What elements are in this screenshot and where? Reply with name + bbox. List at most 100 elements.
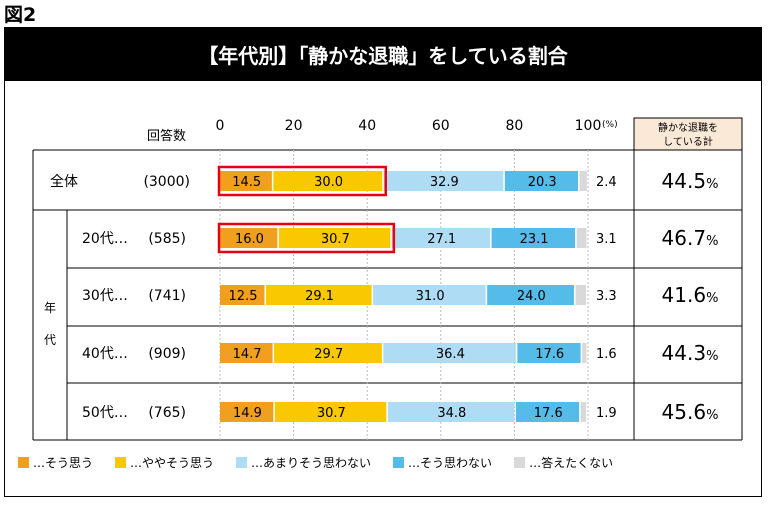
- row-total: 46.7%: [662, 226, 719, 250]
- legend-swatch: [18, 457, 29, 468]
- row-label: 40代…: [82, 346, 128, 362]
- data-label: 23.1: [520, 232, 549, 247]
- data-label: 17.6: [535, 347, 564, 362]
- data-label: 29.1: [305, 289, 334, 304]
- chart-title: 【年代別】「静かな退職」をしている割合: [198, 43, 568, 68]
- tick-label: 100: [575, 118, 602, 134]
- data-label: 3.1: [596, 232, 617, 247]
- row-total-value: 44.5: [662, 169, 707, 193]
- row-total-value: 46.7: [662, 226, 707, 250]
- legend: …そう思う …ややそう思う …あまりそう思わない …そう思わない …答えたくない: [18, 454, 635, 471]
- bar-segment: [220, 285, 265, 305]
- bar-segment: [387, 402, 515, 422]
- highlight-box: [217, 165, 388, 197]
- bar-segment: [266, 285, 372, 305]
- row-total: 41.6%: [662, 283, 719, 307]
- row-count: (741): [148, 288, 186, 304]
- bar-segment: [487, 285, 574, 305]
- row-total-value: 45.6: [662, 400, 707, 424]
- tick-label: 80: [505, 118, 523, 134]
- data-label: 14.7: [233, 347, 262, 362]
- bar-segment: [220, 171, 272, 191]
- bar-segment: [580, 402, 587, 422]
- data-label: 1.6: [596, 347, 617, 362]
- legend-swatch: [236, 457, 248, 468]
- bar-segment: [517, 343, 581, 363]
- data-label: 16.0: [235, 232, 264, 247]
- data-label: 30.0: [314, 175, 343, 190]
- bar-segment: [491, 228, 576, 248]
- row-count: (585): [148, 231, 186, 247]
- row-total-unit: %: [706, 291, 718, 306]
- data-label: 29.7: [314, 347, 343, 362]
- tick-label: 20: [285, 118, 303, 134]
- chart-title-bar: 【年代別】「静かな退職」をしている割合: [4, 27, 762, 81]
- row-total: 45.6%: [662, 400, 719, 424]
- count-header: 回答数: [147, 129, 187, 144]
- legend-label: …答えたくない: [529, 456, 614, 470]
- bar-segment: [278, 228, 391, 248]
- data-label: 14.9: [233, 406, 262, 421]
- legend-item: …ややそう思う: [115, 454, 214, 471]
- bar-segment: [220, 343, 273, 363]
- data-label: 31.0: [416, 289, 445, 304]
- legend-label: …ややそう思う: [130, 456, 215, 470]
- legend-swatch: [115, 457, 127, 468]
- highlight-box: [217, 222, 396, 254]
- legend-item: …そう思わない: [393, 454, 492, 471]
- tick-label: 60: [432, 118, 450, 134]
- total-header-line2: している計: [663, 135, 713, 148]
- row-total-value: 44.3: [662, 341, 707, 365]
- legend-label: …そう思わない: [408, 456, 493, 470]
- row-total-unit: %: [706, 177, 718, 192]
- tick-label: 0: [216, 118, 225, 134]
- data-label: 36.4: [436, 347, 465, 362]
- row-label: 全体: [50, 173, 78, 190]
- total-header-line1: 静かな退職を: [658, 121, 718, 134]
- data-label: 14.5: [232, 175, 261, 190]
- data-label: 12.5: [229, 289, 258, 304]
- legend-item: …そう思う: [18, 454, 93, 471]
- bar-segment: [504, 171, 579, 191]
- row-label: 20代…: [82, 231, 128, 247]
- bar-segment: [274, 402, 387, 422]
- bar-segment: [582, 343, 587, 363]
- bar-segment: [373, 285, 486, 305]
- row-total: 44.3%: [662, 341, 719, 365]
- bar-segment: [515, 402, 580, 422]
- legend-swatch: [393, 457, 405, 468]
- legend-item: …答えたくない: [514, 454, 613, 471]
- row-total-unit: %: [706, 408, 718, 423]
- bar-segment: [383, 171, 504, 191]
- bar-segment: [273, 171, 383, 191]
- data-label: 20.3: [528, 175, 557, 190]
- data-label: 2.4: [596, 175, 617, 190]
- legend-item: …あまりそう思わない: [236, 454, 371, 471]
- row-count: (909): [148, 346, 186, 362]
- bar-segment: [383, 343, 516, 363]
- bar-segment: [391, 228, 491, 248]
- bar-segment: [274, 343, 382, 363]
- total-header-cell: [633, 117, 743, 151]
- data-label: 17.6: [534, 406, 563, 421]
- legend-swatch: [514, 457, 526, 468]
- bar-segment: [575, 285, 587, 305]
- data-label: 32.9: [430, 175, 459, 190]
- bar-segment: [576, 228, 587, 248]
- row-count: (765): [148, 405, 186, 421]
- legend-label: …あまりそう思わない: [251, 456, 372, 470]
- data-label: 30.7: [317, 406, 346, 421]
- row-total-value: 41.6: [662, 283, 707, 307]
- age-group-label: 代: [44, 333, 56, 347]
- age-group-label: 年: [44, 301, 56, 315]
- tick-label: 40: [358, 118, 376, 134]
- data-label: 1.9: [596, 406, 617, 421]
- bar-segment: [220, 402, 274, 422]
- figure-label: 図2: [4, 4, 37, 26]
- data-label: 3.3: [596, 289, 617, 304]
- row-label: 50代…: [82, 405, 128, 421]
- row-count: (3000): [143, 174, 190, 190]
- row-total-unit: %: [706, 349, 718, 364]
- data-label: 30.7: [321, 232, 350, 247]
